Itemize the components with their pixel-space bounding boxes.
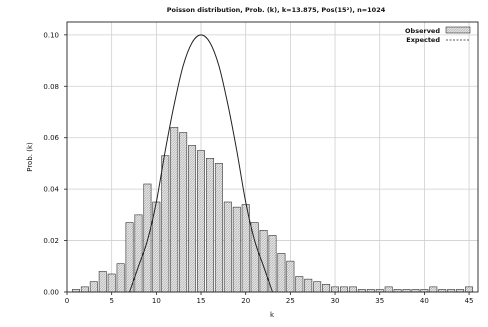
bar [385, 287, 392, 292]
y-tick-label: 0.04 [43, 186, 59, 194]
bar [242, 205, 249, 292]
bar [108, 274, 115, 292]
y-tick-label: 0.02 [43, 237, 59, 245]
bar [144, 184, 151, 292]
bar [465, 287, 472, 292]
x-tick-label: 35 [375, 297, 384, 305]
y-tick-label: 0.00 [43, 289, 59, 297]
bar [251, 223, 258, 292]
x-tick-label: 10 [152, 297, 161, 305]
bar [322, 284, 329, 292]
x-tick-label: 40 [420, 297, 429, 305]
y-tick-label: 0.10 [43, 31, 59, 39]
bar [287, 261, 294, 292]
x-tick-label: 15 [197, 297, 206, 305]
bar [135, 215, 142, 292]
bar [215, 163, 222, 292]
bar [188, 145, 195, 292]
bar [233, 207, 240, 292]
x-tick-label: 0 [65, 297, 69, 305]
bar [260, 230, 267, 292]
legend-observed-swatch [446, 27, 470, 33]
bar [171, 127, 178, 292]
bar [162, 156, 169, 292]
bar [117, 264, 124, 292]
chart-title: Poisson distribution, Prob. (k), k=13.87… [167, 6, 386, 14]
bar [278, 253, 285, 292]
y-tick-label: 0.08 [43, 83, 59, 91]
bar [314, 282, 321, 292]
x-tick-label: 5 [109, 297, 113, 305]
bar [90, 282, 97, 292]
bar [224, 202, 231, 292]
x-tick-label: 45 [465, 297, 474, 305]
bar [296, 277, 303, 292]
legend-observed-label: Observed [405, 27, 440, 35]
bar [197, 151, 204, 292]
bar [331, 287, 338, 292]
x-tick-label: 30 [331, 297, 340, 305]
bar [126, 223, 133, 292]
bar [179, 133, 186, 292]
bar [340, 287, 347, 292]
y-tick-label: 0.06 [43, 134, 59, 142]
x-tick-label: 25 [286, 297, 295, 305]
bar [349, 287, 356, 292]
bar [305, 279, 312, 292]
legend-expected-label: Expected [406, 36, 440, 44]
bar [99, 271, 106, 292]
x-tick-label: 20 [241, 297, 250, 305]
bar [430, 287, 437, 292]
bar [206, 158, 213, 292]
y-axis-title: Prob. (k) [26, 142, 34, 172]
bar [81, 287, 88, 292]
